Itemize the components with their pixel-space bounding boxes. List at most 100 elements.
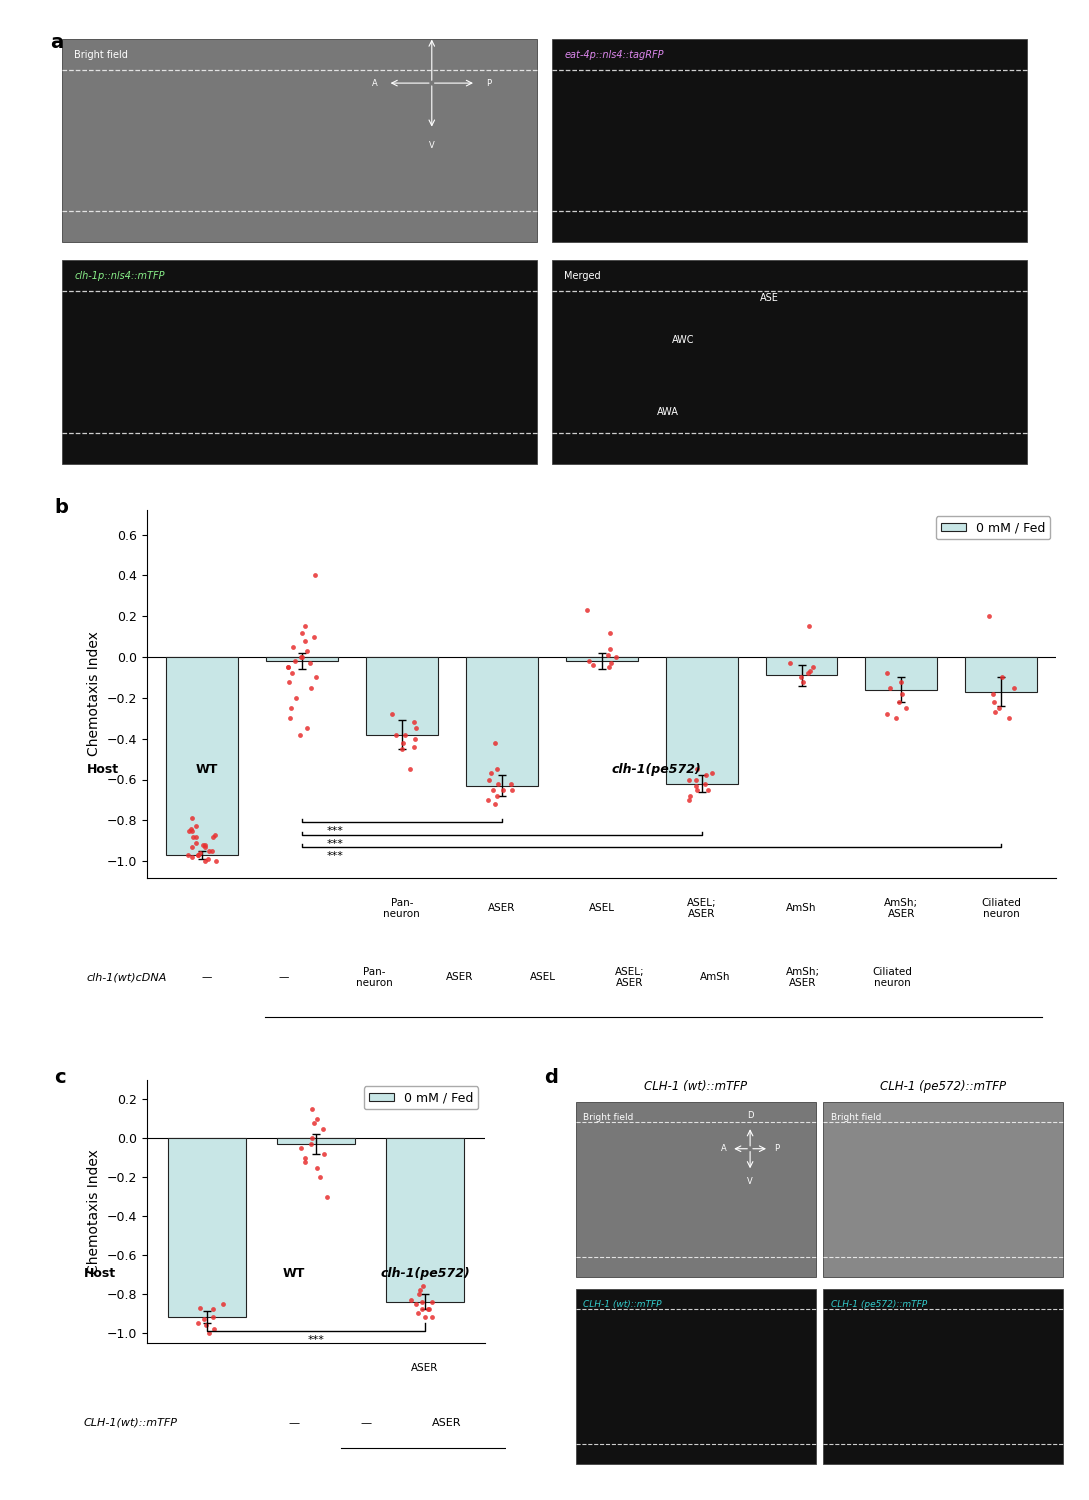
- Point: [881, 675, 898, 699]
- Text: WT: WT: [283, 1266, 305, 1280]
- Point: [184, 807, 201, 831]
- Point: [986, 690, 1003, 714]
- Point: [307, 564, 325, 588]
- Point: [196, 849, 213, 873]
- Point: [602, 651, 620, 675]
- Point: [183, 844, 200, 868]
- Point: [180, 819, 197, 843]
- Point: [282, 696, 299, 720]
- Text: AmSh: AmSh: [786, 903, 817, 914]
- Point: [296, 1146, 314, 1170]
- Point: [318, 1185, 335, 1209]
- Text: CLH-1 (pe572)::mTFP: CLH-1 (pe572)::mTFP: [831, 1300, 927, 1310]
- Point: [580, 650, 598, 674]
- Point: [207, 849, 224, 873]
- Point: [1005, 675, 1023, 699]
- Bar: [565, 657, 638, 662]
- Point: [280, 669, 297, 693]
- Point: [879, 702, 896, 726]
- Point: [424, 1290, 441, 1314]
- Point: [394, 730, 412, 754]
- Point: [308, 1107, 326, 1131]
- Text: clh-1(pe572): clh-1(pe572): [381, 1266, 470, 1280]
- Text: ASER: ASER: [411, 1364, 439, 1372]
- Point: [383, 702, 401, 726]
- Text: Bright field: Bright field: [74, 50, 127, 60]
- Point: [682, 784, 699, 808]
- Text: ASE: ASE: [760, 292, 779, 303]
- Text: P: P: [774, 1144, 779, 1154]
- Text: A: A: [721, 1144, 726, 1154]
- Point: [893, 669, 910, 693]
- Point: [407, 717, 425, 741]
- Text: P: P: [486, 78, 491, 87]
- Point: [192, 842, 209, 866]
- Point: [502, 771, 519, 795]
- Point: [293, 645, 310, 669]
- Point: [305, 1112, 322, 1136]
- Point: [200, 1322, 218, 1346]
- Text: AWA: AWA: [658, 406, 680, 417]
- Point: [302, 651, 319, 675]
- Text: D: D: [429, 16, 435, 26]
- Point: [984, 681, 1002, 706]
- Point: [419, 1298, 437, 1322]
- Bar: [866, 657, 938, 690]
- Point: [189, 843, 207, 867]
- Point: [600, 656, 617, 680]
- Text: eat-4p::nls4::tagRFP: eat-4p::nls4::tagRFP: [564, 50, 663, 60]
- Point: [688, 758, 706, 782]
- Point: [487, 792, 504, 816]
- Text: ***: ***: [327, 827, 344, 837]
- Point: [407, 1292, 425, 1316]
- Text: —: —: [360, 1418, 371, 1428]
- Point: [183, 836, 200, 860]
- Text: clh-1p::nls4::mTFP: clh-1p::nls4::mTFP: [74, 272, 164, 280]
- Point: [185, 825, 203, 849]
- Point: [279, 656, 296, 680]
- Point: [503, 777, 521, 801]
- Point: [302, 1132, 319, 1156]
- Text: ASEL;
ASER: ASEL; ASER: [614, 966, 645, 988]
- Point: [196, 1306, 213, 1330]
- Bar: [552, 260, 1027, 464]
- Point: [200, 839, 218, 862]
- Text: CLH-1(wt)::mTFP: CLH-1(wt)::mTFP: [84, 1418, 178, 1428]
- Y-axis label: Chemotaxis Index: Chemotaxis Index: [87, 1149, 101, 1274]
- Point: [284, 634, 302, 658]
- Point: [293, 1136, 310, 1160]
- Point: [414, 1298, 431, 1322]
- Text: AmSh;
ASER: AmSh; ASER: [786, 966, 820, 988]
- Text: AmSh;
ASER: AmSh; ASER: [884, 897, 918, 920]
- Point: [394, 736, 412, 760]
- Point: [287, 686, 305, 709]
- Point: [305, 624, 322, 648]
- Text: ASEL;
ASER: ASEL; ASER: [687, 897, 717, 920]
- Point: [294, 621, 311, 645]
- Point: [197, 836, 215, 860]
- Point: [298, 639, 316, 663]
- Point: [189, 1311, 207, 1335]
- Point: [484, 777, 501, 801]
- Point: [206, 1317, 223, 1341]
- Point: [183, 816, 200, 840]
- Text: —: —: [279, 972, 289, 982]
- Point: [1001, 706, 1018, 730]
- Text: b: b: [54, 498, 69, 517]
- Point: [888, 706, 905, 730]
- Text: WT: WT: [195, 764, 218, 777]
- Point: [480, 768, 498, 792]
- Bar: [823, 1288, 1063, 1464]
- Text: Ciliated
neuron: Ciliated neuron: [981, 897, 1021, 920]
- Bar: [466, 657, 538, 786]
- Bar: [576, 1288, 816, 1464]
- Bar: [266, 657, 338, 662]
- Point: [578, 598, 596, 622]
- Point: [199, 847, 217, 871]
- Point: [311, 1166, 329, 1190]
- Point: [703, 762, 721, 786]
- Point: [416, 1305, 433, 1329]
- Point: [296, 615, 314, 639]
- Point: [697, 771, 714, 795]
- Text: Pan-
neuron: Pan- neuron: [383, 897, 420, 920]
